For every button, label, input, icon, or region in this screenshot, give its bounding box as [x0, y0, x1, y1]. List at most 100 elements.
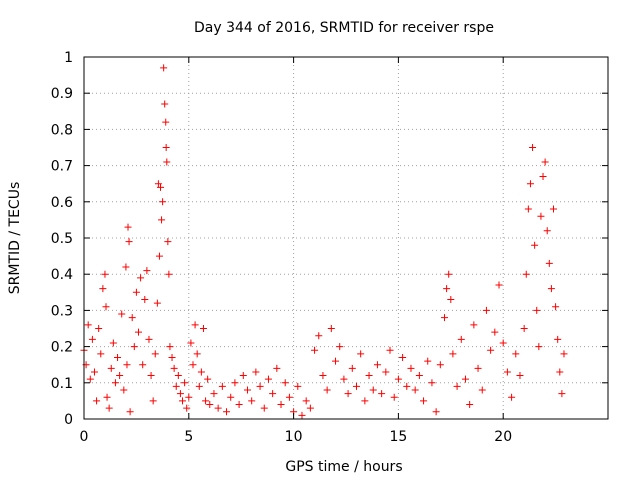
data-point	[141, 296, 149, 304]
data-point	[428, 379, 436, 387]
data-point	[125, 238, 133, 246]
data-point	[470, 321, 478, 329]
data-point	[97, 350, 105, 358]
data-point	[162, 144, 170, 151]
plot-frame	[83, 56, 609, 420]
data-point	[239, 372, 247, 380]
data-point	[441, 314, 449, 322]
data-point	[522, 270, 530, 278]
data-point	[269, 390, 277, 398]
data-point	[137, 274, 145, 282]
y-tick-label: 0.4	[51, 267, 73, 283]
data-point	[327, 325, 335, 332]
data-point	[99, 285, 107, 293]
y-tick-label: 0.9	[51, 86, 73, 102]
data-point	[365, 372, 373, 380]
data-point	[443, 285, 451, 293]
data-point	[524, 205, 532, 213]
data-point	[487, 346, 495, 354]
data-point	[202, 397, 210, 405]
data-point	[357, 350, 365, 358]
data-point	[206, 401, 214, 409]
data-point	[260, 404, 268, 412]
y-tick-label: 0.2	[51, 340, 73, 356]
data-point	[157, 183, 165, 191]
data-point	[378, 390, 386, 398]
data-point	[285, 393, 293, 401]
x-tick-label: 20	[494, 429, 512, 445]
y-axis-label: SRMTID / TECUs	[7, 182, 23, 295]
data-point	[386, 346, 394, 354]
data-point	[535, 343, 543, 351]
data-point	[298, 411, 306, 419]
data-point	[420, 397, 428, 405]
data-point	[193, 350, 201, 358]
data-point	[537, 212, 545, 220]
y-tick-label: 0.8	[51, 122, 73, 138]
data-point	[103, 393, 111, 401]
data-point	[491, 328, 499, 336]
data-points	[80, 64, 568, 419]
data-point	[436, 361, 444, 369]
data-point	[529, 144, 537, 151]
data-point	[520, 325, 528, 332]
x-tick-label: 10	[285, 429, 303, 445]
data-point	[124, 223, 132, 231]
axis-ticks: 0 5 10 15 20 0 0.1 0.2 0.3 0.4 0.5 0.6 0.7 0.8 0.9 1	[51, 50, 608, 445]
data-point	[445, 270, 453, 278]
data-point	[158, 216, 166, 224]
data-point	[134, 328, 142, 336]
data-point	[306, 404, 314, 412]
data-point	[122, 263, 130, 271]
data-point	[179, 397, 187, 405]
data-point	[311, 346, 319, 354]
data-point	[552, 303, 560, 311]
data-point	[235, 401, 243, 409]
y-tick-label: 0.6	[51, 195, 73, 211]
data-point	[264, 375, 272, 383]
x-tick-label: 5	[184, 429, 193, 445]
data-point	[151, 350, 159, 358]
data-point	[323, 386, 331, 394]
data-point	[503, 368, 511, 376]
data-point	[294, 382, 302, 390]
data-point	[149, 397, 157, 405]
data-point	[204, 375, 212, 383]
data-point	[116, 372, 124, 380]
data-point	[159, 198, 167, 206]
data-point	[164, 238, 172, 246]
data-point	[118, 310, 126, 318]
data-point	[526, 180, 534, 188]
data-point	[132, 288, 140, 296]
grid-lines	[84, 57, 608, 419]
data-point	[457, 335, 465, 343]
data-point	[123, 361, 131, 369]
x-axis-label: GPS time / hours	[285, 459, 402, 475]
data-point	[432, 408, 440, 416]
data-point	[407, 364, 415, 372]
data-point	[195, 382, 203, 390]
data-point	[547, 285, 555, 293]
data-point	[273, 364, 281, 372]
data-point	[191, 321, 199, 329]
data-point	[533, 306, 541, 314]
data-point	[474, 364, 482, 372]
data-point	[120, 386, 128, 394]
data-point	[399, 353, 407, 361]
data-point	[424, 357, 432, 365]
data-point	[84, 321, 92, 329]
data-point	[382, 368, 390, 376]
data-point	[126, 408, 134, 416]
data-point	[558, 390, 566, 398]
data-point	[332, 357, 340, 365]
data-point	[199, 325, 207, 332]
data-point	[348, 364, 356, 372]
data-point	[277, 401, 285, 409]
data-point	[447, 296, 455, 304]
data-point	[411, 386, 419, 394]
data-point	[478, 386, 486, 394]
y-tick-label: 1	[64, 50, 73, 66]
data-point	[154, 180, 162, 188]
data-point	[369, 386, 377, 394]
